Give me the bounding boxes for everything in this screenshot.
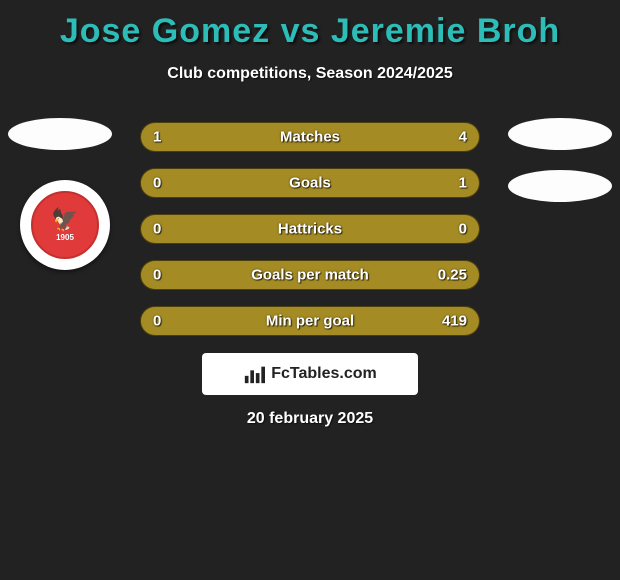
comparison-bars: 1 Matches 4 0 Goals 1 0 Hattricks 0 0 Goals per ma… <box>140 122 480 352</box>
bar-left-value: 0 <box>153 313 161 330</box>
club-crest-placeholder <box>508 170 612 202</box>
bar-row: 0 Goals 1 <box>140 168 480 198</box>
bar-fill-right <box>209 123 479 151</box>
crest-year: 1905 <box>56 233 74 242</box>
bar-right-value: 0 <box>459 221 467 238</box>
player-photo-placeholder <box>8 118 112 150</box>
footer-date: 20 february 2025 <box>0 410 620 428</box>
bar-right-value: 4 <box>459 129 467 146</box>
griffin-icon: 🦅 <box>51 209 78 231</box>
bar-right-value: 0.25 <box>438 267 467 284</box>
bar-fill-left <box>141 123 209 151</box>
brand-footer-box: FcTables.com <box>202 353 418 395</box>
bar-row: 0 Min per goal 419 <box>140 306 480 336</box>
bar-label: Goals per match <box>251 267 369 284</box>
page-title: Jose Gomez vs Jeremie Broh <box>0 0 620 51</box>
bar-left-value: 0 <box>153 175 161 192</box>
left-player-column: 🦅 1905 <box>8 118 112 270</box>
bar-label: Min per goal <box>266 313 354 330</box>
brand-text: FcTables.com <box>271 365 377 383</box>
bar-label: Hattricks <box>278 221 342 238</box>
bar-label: Goals <box>289 175 331 192</box>
bar-row: 0 Goals per match 0.25 <box>140 260 480 290</box>
bar-row: 1 Matches 4 <box>140 122 480 152</box>
club-crest-inner: 🦅 1905 <box>31 191 99 259</box>
bar-left-value: 1 <box>153 129 161 146</box>
bar-row: 0 Hattricks 0 <box>140 214 480 244</box>
bar-label: Matches <box>280 129 340 146</box>
bar-chart-icon <box>243 363 265 385</box>
player-photo-placeholder <box>508 118 612 150</box>
bar-right-value: 419 <box>442 313 467 330</box>
bar-left-value: 0 <box>153 221 161 238</box>
right-player-column <box>508 118 612 202</box>
bar-right-value: 1 <box>459 175 467 192</box>
bar-left-value: 0 <box>153 267 161 284</box>
club-crest: 🦅 1905 <box>20 180 110 270</box>
page-subtitle: Club competitions, Season 2024/2025 <box>0 65 620 83</box>
